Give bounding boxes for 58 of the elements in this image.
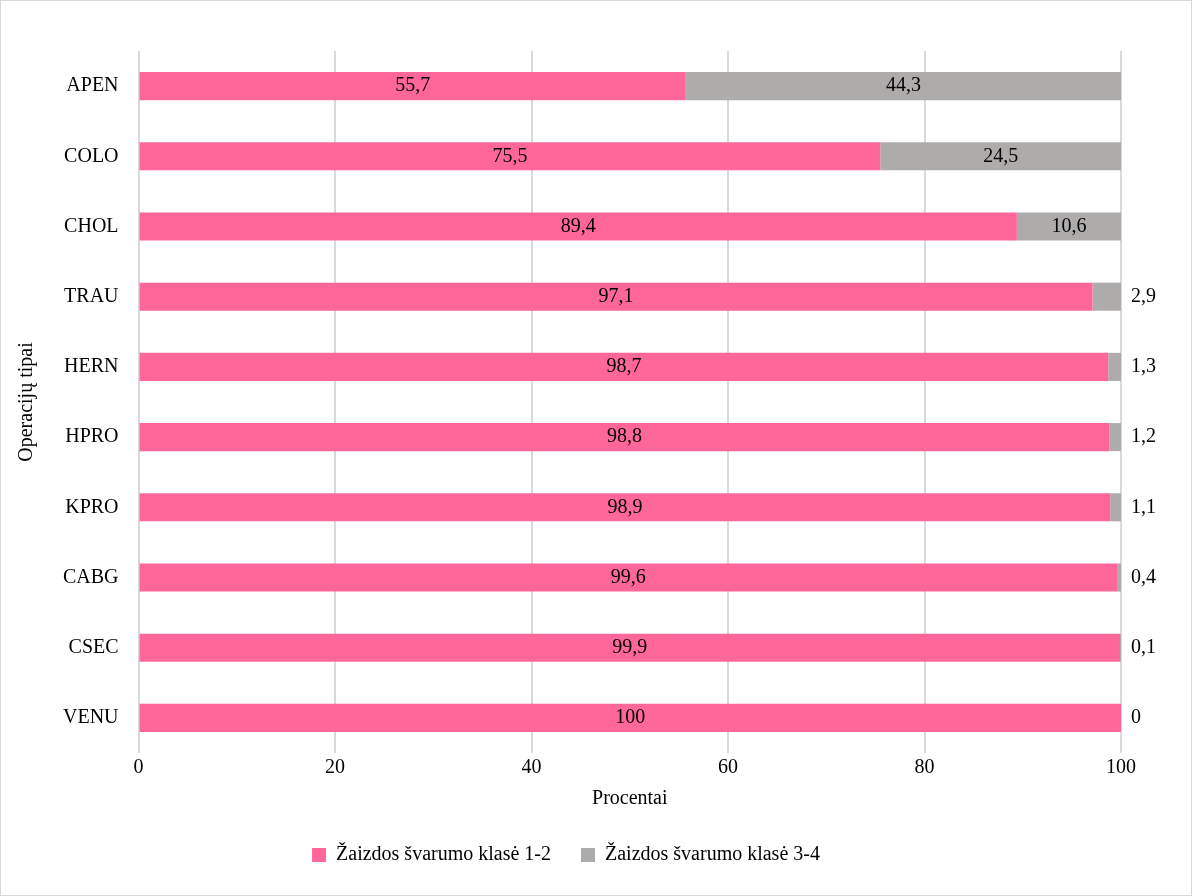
x-tick-label: 20 [325,755,346,778]
data-label: 98,9 [607,494,643,517]
bar [685,72,1121,101]
y-tick-label: KPRO [65,494,119,517]
bar [880,142,1121,171]
bar [1109,423,1121,452]
data-label: 10,6 [1051,213,1087,236]
legend-label: Žaizdos švarumo klasė 1-2 [336,842,552,865]
data-label: 99,6 [610,564,646,587]
y-tick-label: HERN [64,354,119,377]
bar [139,633,1121,662]
data-label: 98,8 [606,424,642,447]
bar [1108,352,1121,381]
data-label: 98,7 [606,354,642,377]
bar [1110,493,1121,522]
x-tick-label: 100 [1106,755,1136,778]
x-tick-label: 0 [133,755,144,778]
x-axis-title: Procentai [592,786,668,809]
legend-label: Žaizdos švarumo klasė 3-4 [605,842,820,865]
x-tick-label: 80 [914,755,935,778]
bar [139,563,1118,592]
data-label: 0,1 [1131,634,1156,657]
bar [1117,563,1121,592]
data-label: 1,3 [1131,354,1156,377]
bar [139,72,686,101]
y-tick-label: TRAU [64,283,120,306]
bar [139,142,881,171]
y-tick-label: CHOL [64,213,119,236]
data-label: 89,4 [560,213,596,236]
bar [139,282,1093,311]
bar [139,423,1110,452]
data-label: 1,1 [1131,494,1156,517]
data-label: 0,4 [1131,564,1156,587]
data-label: 99,9 [612,634,648,657]
y-tick-label: HPRO [65,424,119,447]
bar [139,212,1017,241]
bar [139,352,1109,381]
y-tick-label: CSEC [68,634,119,657]
data-label: 55,7 [395,73,431,96]
y-tick-label: APEN [66,73,119,96]
bar [139,493,1111,522]
x-tick-label: 40 [521,755,542,778]
y-tick-label: VENU [63,705,120,728]
data-label: 2,9 [1131,283,1156,306]
y-tick-label: CABG [62,564,119,587]
bar [139,703,1121,732]
data-label: 44,3 [885,73,921,96]
data-label: 0 [1131,705,1141,728]
y-tick-label: COLO [64,143,119,166]
data-label: 97,1 [598,283,634,306]
data-label: 1,2 [1131,424,1156,447]
bar [1016,212,1121,241]
data-label: 24,5 [983,143,1019,166]
y-axis-title: Operacijų tipai [14,341,38,462]
data-label: 75,5 [492,143,528,166]
data-label: 100 [615,705,646,728]
x-tick-label: 60 [718,755,739,778]
bar [1092,282,1121,311]
